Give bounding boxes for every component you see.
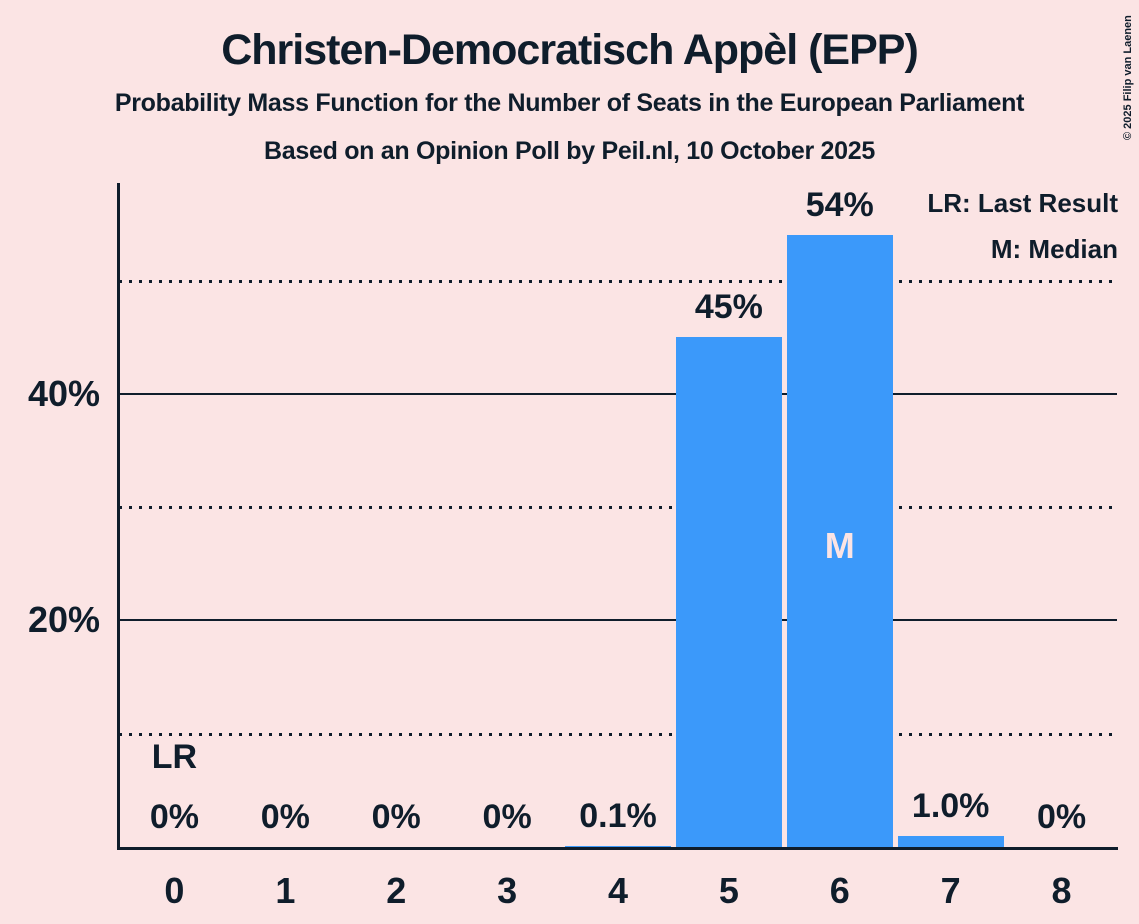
bar-seats-7 xyxy=(897,835,1004,847)
bar-value-label: 0% xyxy=(482,798,532,836)
last-result-label: LR xyxy=(151,738,198,776)
bar-value-label: 1.0% xyxy=(911,786,990,825)
bar-value-label: 0% xyxy=(260,798,310,836)
bar-value-label: 0% xyxy=(149,798,199,836)
x-tick-label: 1 xyxy=(275,870,296,911)
bar-value-label: 45% xyxy=(694,288,763,327)
gridline-dotted xyxy=(119,506,1117,510)
legend-last-result: LR: Last Result xyxy=(927,188,1118,218)
bar-value-label: 54% xyxy=(805,186,874,225)
y-tick-label: 40% xyxy=(27,372,100,414)
gridline-solid xyxy=(119,619,1117,622)
median-label: M xyxy=(824,525,855,566)
chart-subtitle: Probability Mass Function for the Number… xyxy=(114,89,1025,117)
x-tick-label: 7 xyxy=(940,870,961,911)
x-tick-label: 4 xyxy=(607,870,629,911)
x-tick-label: 5 xyxy=(718,870,739,911)
chart-source-line: Based on an Opinion Poll by Peil.nl, 10 … xyxy=(264,137,875,165)
x-tick-label: 2 xyxy=(386,870,407,911)
bar-value-label: 0% xyxy=(1036,798,1087,836)
x-tick-label: 6 xyxy=(829,870,850,911)
bar-value-label: 0% xyxy=(371,798,421,836)
bar-value-label: 0.1% xyxy=(579,796,657,835)
legend-median: M: Median xyxy=(990,234,1118,264)
x-tick-label: 8 xyxy=(1051,870,1072,911)
gridline-dotted xyxy=(119,732,1117,736)
bar-seats-4 xyxy=(565,845,671,847)
chart-title: Christen-Democratisch Appèl (EPP) xyxy=(221,26,919,74)
x-tick-label: 0 xyxy=(164,870,185,911)
y-axis-line xyxy=(117,183,120,850)
bar-seats-6 xyxy=(786,235,893,847)
x-tick-label: 3 xyxy=(497,870,518,911)
gridline-dotted xyxy=(119,279,1117,283)
gridline-solid xyxy=(119,392,1117,395)
bar-seats-5 xyxy=(675,337,782,847)
x-axis-line xyxy=(117,847,1118,850)
copyright-notice: © 2025 Filip van Laenen xyxy=(1122,15,1134,140)
y-tick-label: 20% xyxy=(27,599,100,641)
